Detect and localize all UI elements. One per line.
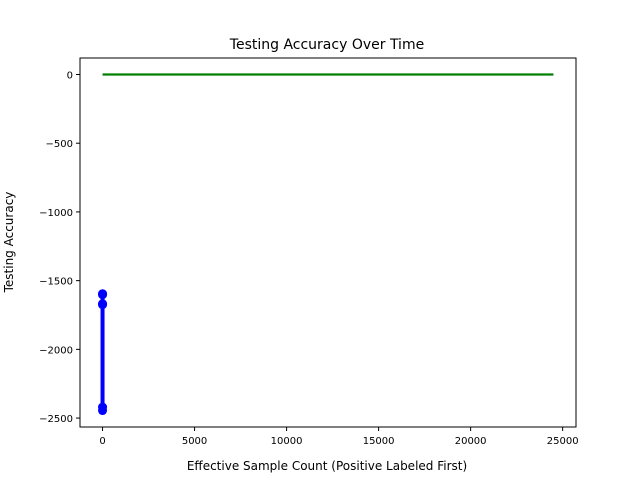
plot-area [98, 73, 554, 416]
plot-frame [79, 57, 577, 428]
y-tick-label: −1500 [39, 277, 73, 288]
chart-title: Testing Accuracy Over Time [229, 37, 424, 53]
x-tick-label: 5000 [182, 436, 207, 447]
y-tick-label: 0 [67, 70, 73, 81]
y-tick-label: −2500 [39, 414, 73, 425]
x-tick-label: 25000 [547, 436, 579, 447]
y-tick-label: −2000 [39, 345, 73, 356]
x-tick-label: 20000 [455, 436, 487, 447]
series-1-point [98, 290, 108, 300]
y-axis: 0 −500 −1000 −1500 −2000 −2500 [39, 70, 80, 425]
series-1-point [98, 406, 108, 416]
y-tick-label: −500 [46, 139, 73, 150]
y-tick-label: −1000 [39, 208, 73, 219]
y-axis-title: Testing Accuracy [2, 192, 16, 294]
x-tick-label: 15000 [363, 436, 395, 447]
x-axis-title: Effective Sample Count (Positive Labeled… [187, 459, 467, 473]
series-1-point [98, 300, 108, 310]
x-tick-label: 0 [99, 436, 105, 447]
x-tick-label: 10000 [271, 436, 303, 447]
x-axis: 0 5000 10000 15000 20000 25000 [99, 427, 579, 447]
